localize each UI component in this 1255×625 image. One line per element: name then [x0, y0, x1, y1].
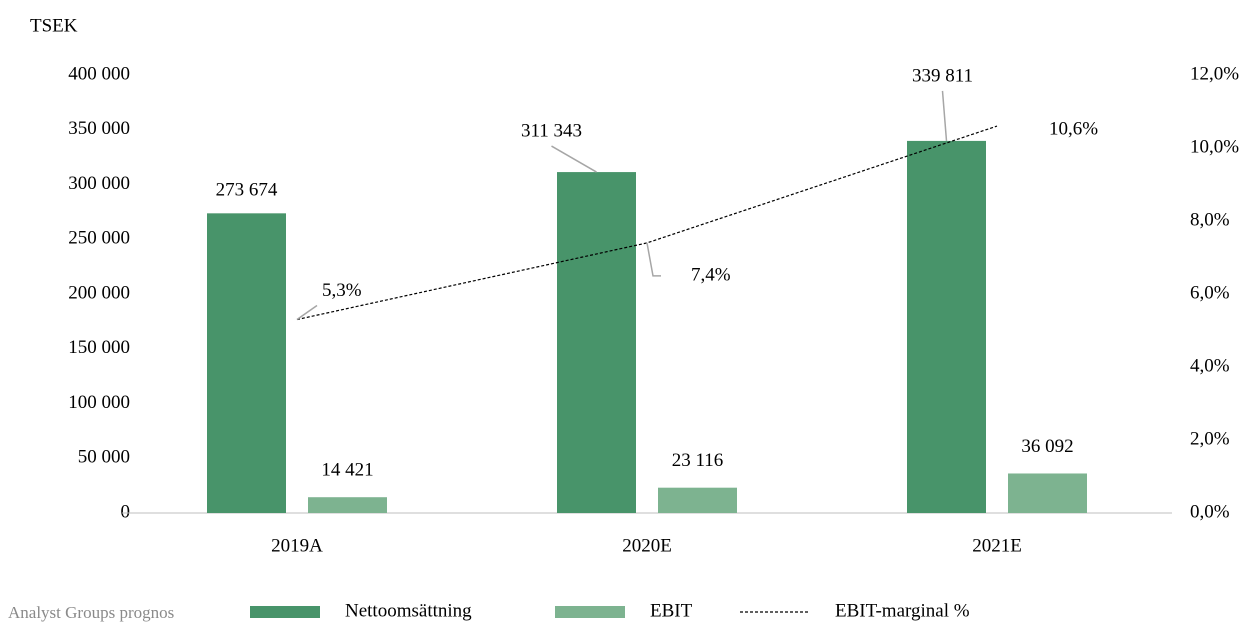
- bar: [308, 497, 387, 513]
- y-tick-label: 250 000: [68, 228, 130, 249]
- source-note: Analyst Groups prognos: [8, 603, 174, 622]
- data-label: 5,3%: [322, 280, 362, 301]
- y-tick-label: 400 000: [68, 63, 130, 84]
- legend-label: EBIT-marginal %: [835, 600, 970, 621]
- y-tick-label: 100 000: [68, 392, 130, 413]
- y-tick-label: 300 000: [68, 173, 130, 194]
- y2-tick-label: 12,0%: [1190, 63, 1239, 84]
- data-label: 7,4%: [691, 264, 731, 285]
- y2-tick-label: 4,0%: [1190, 355, 1230, 376]
- x-tick-label: 2021E: [972, 535, 1022, 556]
- y2-tick-label: 2,0%: [1190, 428, 1230, 449]
- y2-tick-label: 6,0%: [1190, 282, 1230, 303]
- y-tick-label: 150 000: [68, 337, 130, 358]
- legend-swatch: [555, 606, 625, 618]
- bar: [658, 487, 737, 513]
- bar: [907, 140, 986, 513]
- leader-line: [296, 304, 318, 321]
- data-label: 339 811: [912, 65, 973, 86]
- data-label: 273 674: [216, 180, 278, 201]
- y2-tick-label: 8,0%: [1190, 209, 1230, 230]
- bar: [1008, 473, 1087, 513]
- data-label: 311 343: [521, 120, 582, 141]
- y2-tick-label: 0,0%: [1190, 501, 1230, 522]
- data-label: 36 092: [1021, 436, 1073, 457]
- y-tick-label: 200 000: [68, 282, 130, 303]
- bar: [207, 213, 286, 513]
- x-tick-label: 2020E: [622, 535, 672, 556]
- data-label: 14 421: [321, 460, 373, 481]
- data-label: 10,6%: [1049, 118, 1098, 139]
- legend-label: Nettoomsättning: [345, 600, 472, 621]
- bar: [557, 172, 636, 514]
- y-tick-label: 0: [121, 501, 131, 522]
- y-tick-label: 350 000: [68, 118, 130, 139]
- y2-tick-label: 10,0%: [1190, 136, 1239, 157]
- y-tick-label: 50 000: [78, 447, 130, 468]
- leader-line: [551, 145, 597, 173]
- leader-line: [646, 242, 661, 277]
- data-label: 23 116: [672, 450, 724, 471]
- x-tick-label: 2019A: [271, 535, 323, 556]
- legend-label: EBIT: [650, 600, 693, 621]
- legend-swatch: [250, 606, 320, 618]
- y-axis-label: TSEK: [30, 15, 78, 36]
- line-series: [296, 125, 998, 321]
- leader-line: [941, 90, 948, 141]
